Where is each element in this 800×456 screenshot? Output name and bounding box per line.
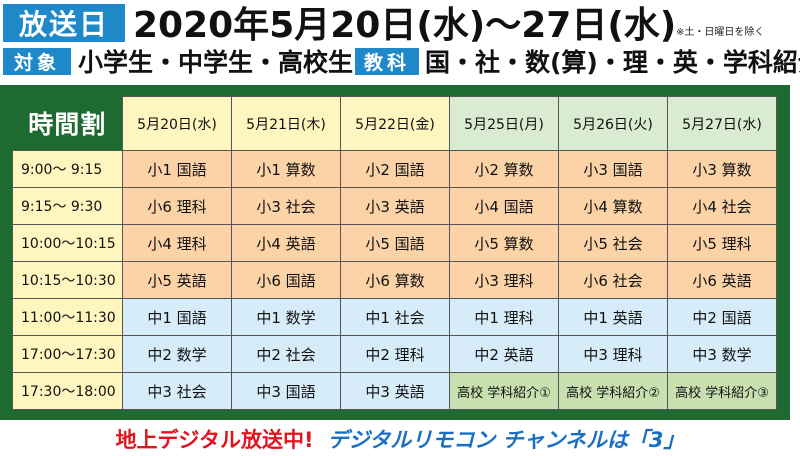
target-label: 対象 [3,48,71,75]
lesson-cell: 小5 社会 [558,224,668,262]
time-slot: 9:15～ 9:30 [12,187,123,225]
table-row: 9:00～ 9:15 小1 国語 小1 算数 小2 国語 小2 算数 小3 国語… [12,150,777,188]
broadcast-notice: 地上デジタル放送中! [115,428,314,452]
lesson-cell: 中3 数学 [667,335,777,373]
lesson-cell: 小1 国語 [122,150,232,188]
lesson-cell: 小6 社会 [558,261,668,299]
table-row: 10:00～10:15 小4 理科 小4 英語 小5 国語 小5 算数 小5 社… [12,224,777,262]
broadcast-date-label: 放送日 [3,4,125,42]
lesson-cell: 中3 国語 [231,372,341,410]
time-slot: 9:00～ 9:15 [12,150,123,188]
lesson-cell: 高校 学科紹介① [449,372,559,410]
lesson-cell: 高校 学科紹介③ [667,372,777,410]
lesson-cell: 小2 算数 [449,150,559,188]
timetable-header-row: 時間割 5月20日(水) 5月21日(木) 5月22日(金) 5月25日(月) … [12,96,777,151]
lesson-cell: 小5 英語 [122,261,232,299]
table-row: 17:00～17:30 中2 数学 中2 社会 中2 理科 中2 英語 中3 理… [12,335,777,373]
lesson-cell: 中2 数学 [122,335,232,373]
lesson-cell: 小6 英語 [667,261,777,299]
lesson-cell: 中1 理科 [449,298,559,336]
day-header: 5月25日(月) [449,96,559,151]
lesson-cell: 中1 数学 [231,298,341,336]
subject-label: 教科 [355,48,419,75]
timetable: 時間割 5月20日(水) 5月21日(木) 5月22日(金) 5月25日(月) … [12,96,777,410]
lesson-cell: 小4 算数 [558,187,668,225]
lesson-cell: 小4 社会 [667,187,777,225]
lesson-cell: 小3 英語 [340,187,450,225]
channel-notice: デジタルリモコン チャンネルは「3」 [327,428,685,452]
footer-banner: 地上デジタル放送中! デジタルリモコン チャンネルは「3」 [0,426,800,452]
timetable-frame: 時間割 5月20日(水) 5月21日(木) 5月22日(金) 5月25日(月) … [0,85,790,420]
time-slot: 10:00～10:15 [12,224,123,262]
time-slot: 11:00～11:30 [12,298,123,336]
table-row: 17:30～18:00 中3 社会 中3 国語 中3 英語 高校 学科紹介① 高… [12,372,777,410]
table-row: 10:15～10:30 小5 英語 小6 国語 小6 算数 小3 理科 小6 社… [12,261,777,299]
day-header: 5月22日(金) [340,96,450,151]
day-header: 5月26日(火) [558,96,668,151]
lesson-cell: 中2 国語 [667,298,777,336]
lesson-cell: 小1 算数 [231,150,341,188]
table-row: 11:00～11:30 中1 国語 中1 数学 中1 社会 中1 理科 中1 英… [12,298,777,336]
lesson-cell: 中1 英語 [558,298,668,336]
weekend-note: ※土・日曜日を除く [676,27,765,38]
time-slot: 17:30～18:00 [12,372,123,410]
lesson-cell: 小6 理科 [122,187,232,225]
lesson-cell: 高校 学科紹介② [558,372,668,410]
lesson-cell: 小3 算数 [667,150,777,188]
lesson-cell: 中3 社会 [122,372,232,410]
subject-value: 国・社・数(算)・理・英・学科紹介 [425,48,800,77]
lesson-cell: 小4 国語 [449,187,559,225]
time-slot: 17:00～17:30 [12,335,123,373]
lesson-cell: 中1 国語 [122,298,232,336]
lesson-cell: 小5 理科 [667,224,777,262]
lesson-cell: 中3 理科 [558,335,668,373]
time-slot: 10:15～10:30 [12,261,123,299]
lesson-cell: 小3 国語 [558,150,668,188]
timetable-title: 時間割 [12,96,123,151]
lesson-cell: 中3 英語 [340,372,450,410]
broadcast-dates: 2020年5月20日(水)～27日(水) [133,5,677,46]
lesson-cell: 小5 国語 [340,224,450,262]
lesson-cell: 小5 算数 [449,224,559,262]
lesson-cell: 小3 社会 [231,187,341,225]
lesson-cell: 中1 社会 [340,298,450,336]
lesson-cell: 小4 理科 [122,224,232,262]
day-header: 5月20日(水) [122,96,232,151]
lesson-cell: 中2 社会 [231,335,341,373]
table-row: 9:15～ 9:30 小6 理科 小3 社会 小3 英語 小4 国語 小4 算数… [12,187,777,225]
target-value: 小学生・中学生・高校生 [78,48,354,77]
lesson-cell: 小4 英語 [231,224,341,262]
lesson-cell: 中2 理科 [340,335,450,373]
lesson-cell: 中2 英語 [449,335,559,373]
day-header: 5月21日(木) [231,96,341,151]
lesson-cell: 小6 算数 [340,261,450,299]
lesson-cell: 小2 国語 [340,150,450,188]
day-header: 5月27日(水) [667,96,777,151]
lesson-cell: 小3 理科 [449,261,559,299]
lesson-cell: 小6 国語 [231,261,341,299]
